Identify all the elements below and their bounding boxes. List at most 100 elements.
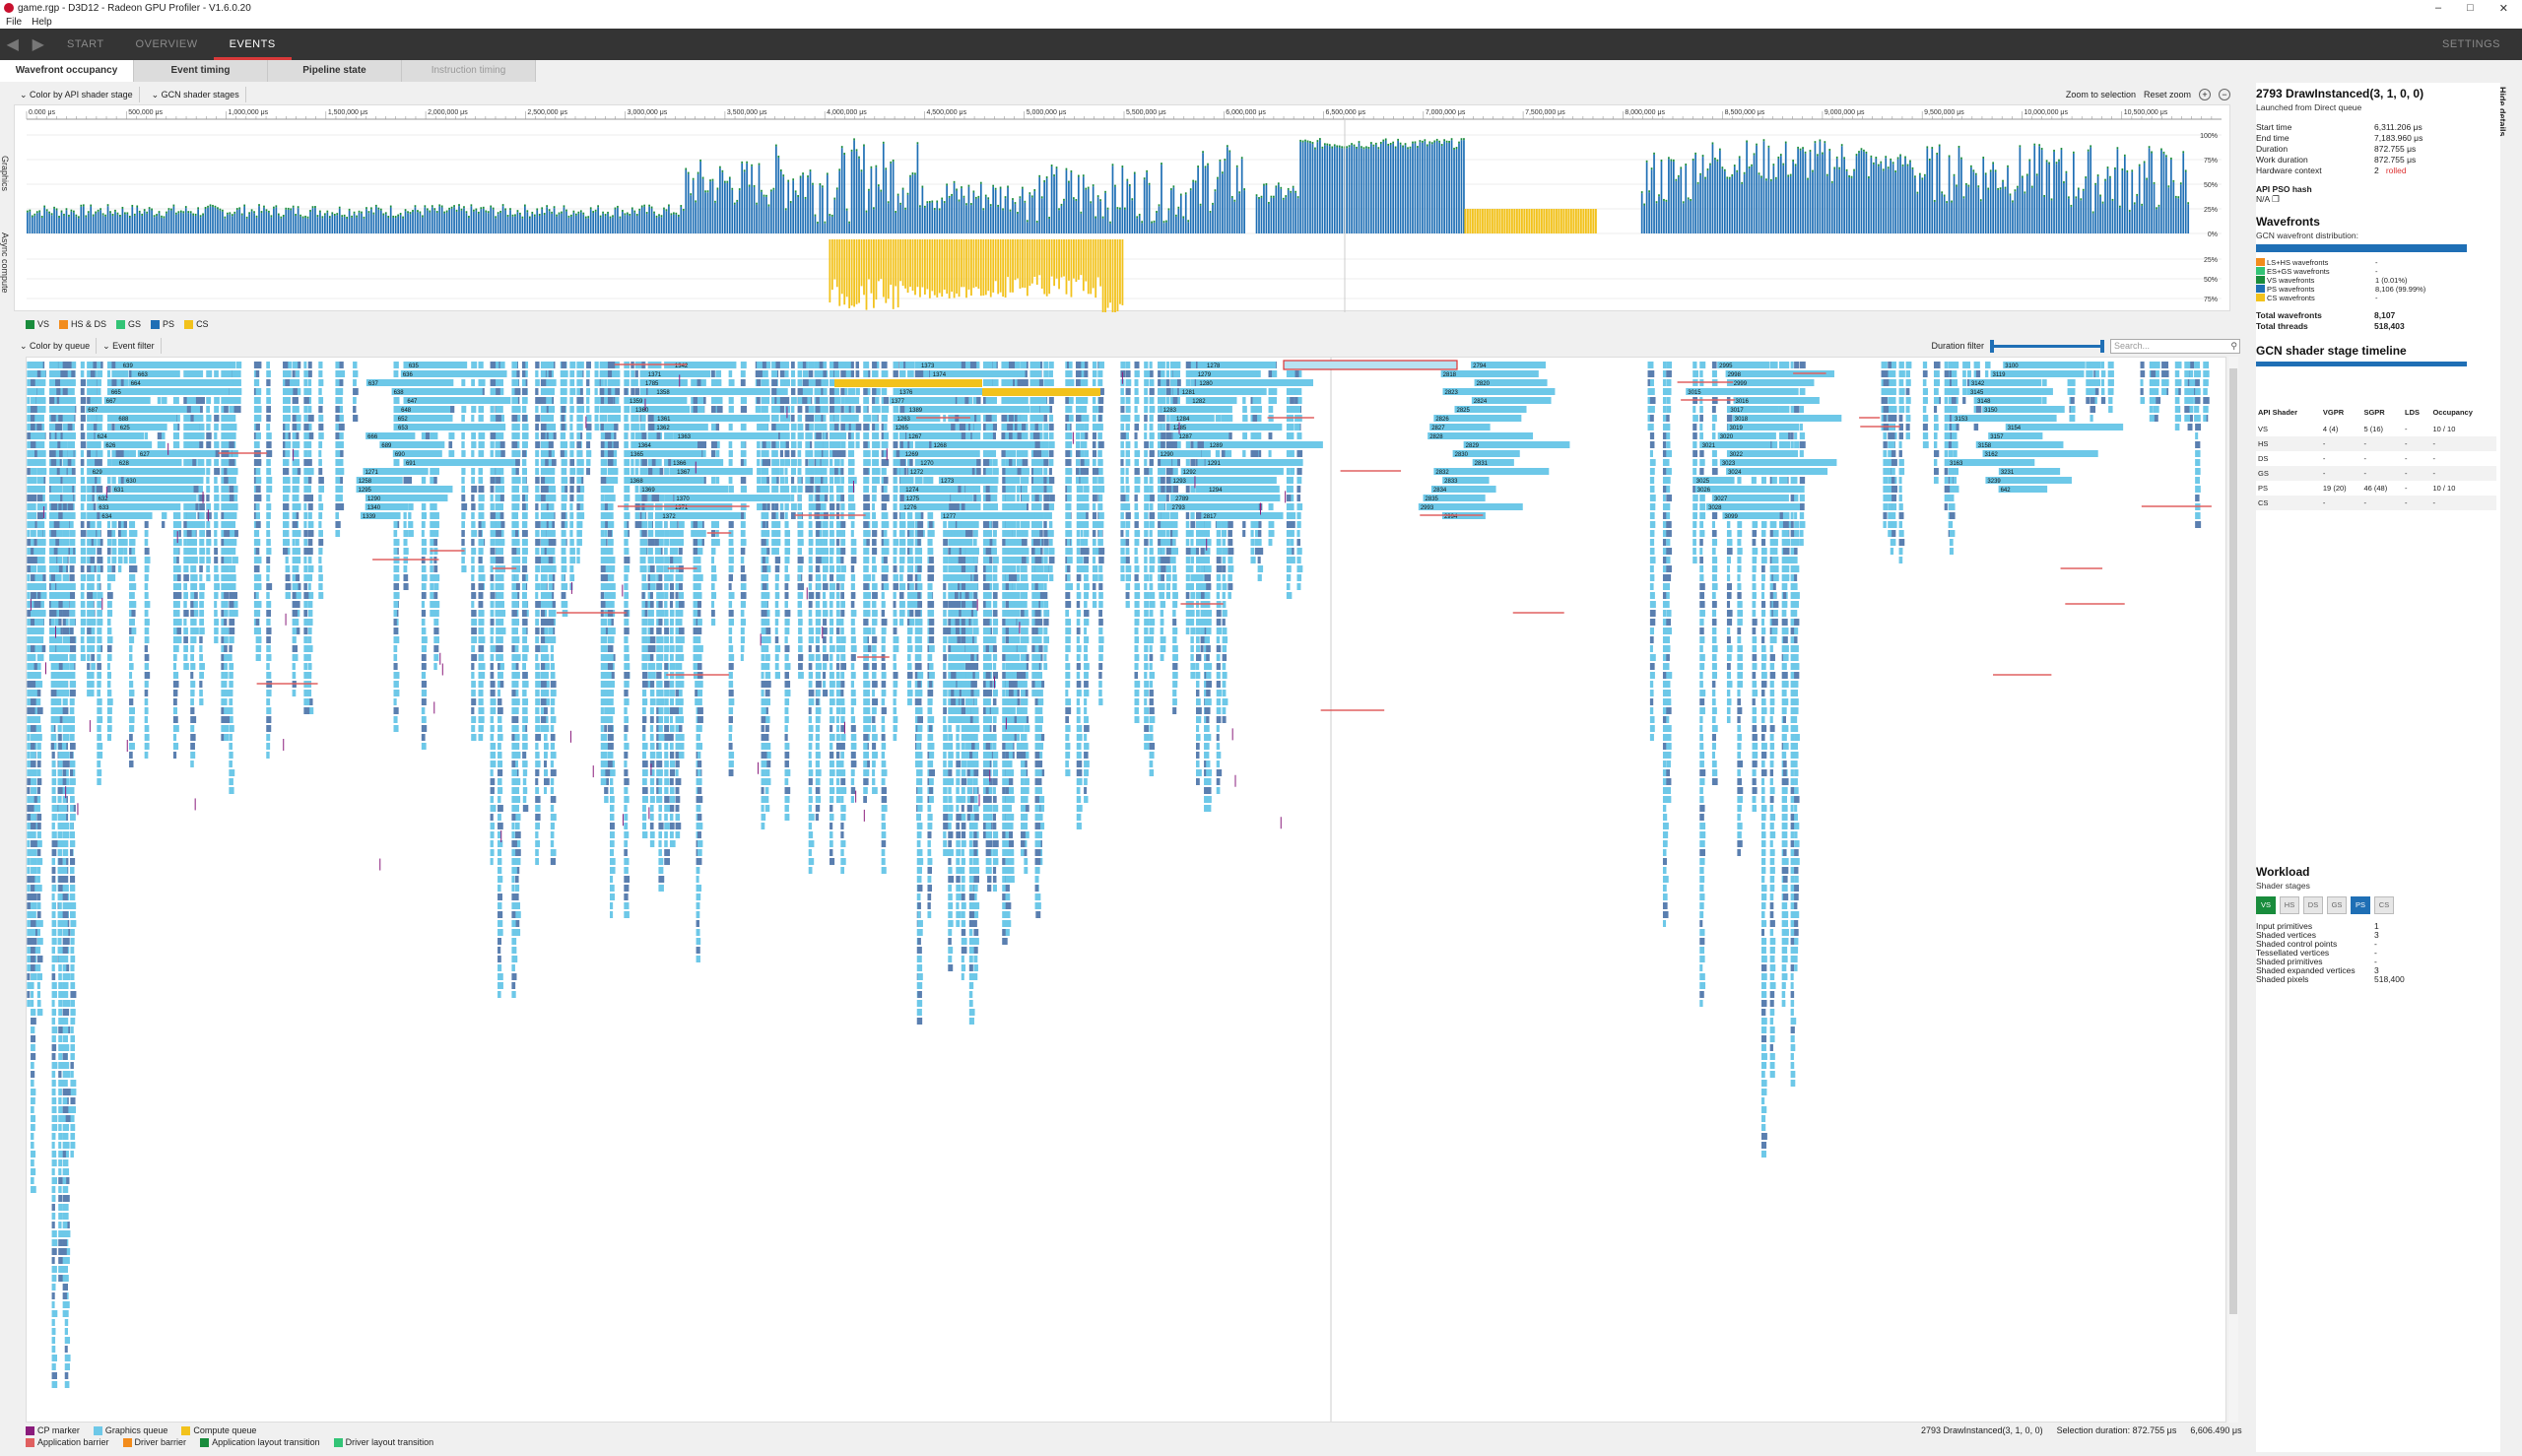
zoom-out-icon[interactable]: −	[2219, 89, 2230, 100]
ps-occupancy-bar	[2162, 153, 2165, 233]
event-block	[58, 1035, 63, 1042]
menu-help[interactable]: Help	[32, 17, 52, 28]
ps-occupancy-bar	[1972, 171, 1975, 233]
event-block	[62, 973, 67, 980]
event-block	[157, 441, 163, 448]
color-by-dropdown[interactable]: ⌄ Color by API shader stage	[14, 87, 140, 102]
event-block	[27, 548, 32, 555]
nav-start[interactable]: START	[67, 38, 104, 50]
zoom-in-icon[interactable]: +	[2199, 89, 2211, 100]
tab-event-timing[interactable]: Event timing	[134, 60, 268, 82]
event-block	[131, 530, 138, 537]
event-block	[36, 893, 41, 900]
close-button[interactable]: ✕	[2498, 2, 2508, 15]
event-block	[31, 778, 35, 785]
vs-occupancy-bar	[2091, 211, 2094, 214]
minimize-button[interactable]: –	[2435, 1, 2442, 14]
event-block	[54, 583, 61, 590]
event-block	[206, 441, 212, 448]
event-block	[90, 459, 96, 466]
ps-occupancy-bar	[367, 213, 370, 233]
event-timeline[interactable]: 639 663 664 665 667 687 688 625 624 626 627 628 629 6…	[26, 357, 2226, 1423]
event-block	[87, 388, 92, 395]
event-block	[51, 876, 56, 883]
ps-occupancy-bar	[1070, 171, 1073, 233]
event-search-input[interactable]: Search... ⚲	[2110, 338, 2240, 354]
ps-occupancy-bar	[1677, 176, 1680, 233]
vs-occupancy-bar	[1143, 177, 1146, 180]
ps-occupancy-bar	[2022, 177, 2024, 233]
vs-occupancy-bar	[38, 210, 41, 213]
duration-filter-slider[interactable]	[1990, 339, 2104, 353]
event-filter-dropdown[interactable]: ⌄ Event filter	[97, 338, 162, 354]
async-cs-bar	[882, 239, 885, 298]
tab-instruction-timing[interactable]: Instruction timing	[402, 60, 536, 82]
event-block	[183, 548, 188, 555]
event-block	[36, 441, 43, 448]
event-block	[318, 583, 323, 590]
event-block	[51, 920, 57, 927]
event-block	[36, 823, 41, 829]
event-block	[62, 823, 69, 829]
event-block	[224, 459, 230, 466]
maximize-button[interactable]: □	[2467, 1, 2474, 14]
vs-occupancy-bar	[226, 212, 229, 215]
event-block	[106, 548, 111, 555]
shader-stages-dropdown[interactable]: ⌄ GCN shader stages	[146, 87, 246, 102]
event-block	[175, 521, 182, 528]
event-block	[214, 619, 219, 626]
event-block	[80, 450, 85, 457]
ps-occupancy-bar	[1033, 191, 1036, 233]
wavefront-occupancy-chart[interactable]: 0.000 μs 500,000 μs 1,000,000 μs 1,500,000 …	[14, 104, 2230, 323]
vs-occupancy-bar	[1124, 207, 1126, 210]
ps-occupancy-bar	[1904, 158, 1906, 233]
event-block	[195, 370, 200, 377]
cs-occupancy-bar	[1530, 209, 1533, 233]
event-block	[64, 885, 69, 892]
ps-occupancy-bar	[860, 171, 863, 233]
event-block	[31, 1018, 36, 1025]
reset-zoom-button[interactable]: Reset zoom	[2143, 90, 2191, 99]
ps-occupancy-bar	[431, 207, 433, 233]
zoom-to-selection-button[interactable]: Zoom to selection	[2065, 90, 2136, 99]
event-block	[144, 565, 150, 572]
event-block	[31, 432, 34, 439]
ps-occupancy-bar	[1704, 178, 1706, 233]
vs-occupancy-bar	[2096, 174, 2099, 177]
nav-settings[interactable]: SETTINGS	[2441, 38, 2500, 50]
event-block	[172, 690, 178, 696]
event-block	[36, 761, 41, 767]
event-block	[64, 787, 70, 794]
menu-file[interactable]: File	[6, 17, 23, 28]
queue-color-dropdown[interactable]: ⌄ Color by queue	[14, 338, 98, 354]
vs-occupancy-bar	[1328, 144, 1331, 147]
ps-occupancy-bar	[829, 216, 831, 233]
ps-occupancy-bar	[638, 210, 641, 233]
event-block	[27, 672, 33, 679]
event-block	[199, 681, 203, 688]
event-block	[50, 424, 56, 430]
ps-occupancy-bar	[414, 207, 417, 233]
back-arrow-icon[interactable]: ◀	[6, 36, 20, 53]
tab-wavefront-occupancy[interactable]: Wavefront occupancy	[0, 60, 134, 82]
vs-occupancy-bar	[714, 200, 716, 203]
vs-occupancy-bar	[612, 215, 614, 218]
ps-occupancy-bar	[763, 196, 765, 233]
ruler-label: 3,500,000 μs	[727, 109, 767, 116]
nav-overview[interactable]: OVERVIEW	[135, 38, 198, 50]
ps-occupancy-bar	[141, 215, 144, 233]
ps-occupancy-bar	[2138, 165, 2141, 233]
forward-arrow-icon[interactable]: ▶	[32, 36, 45, 53]
event-block	[80, 477, 85, 484]
vs-occupancy-bar	[394, 216, 397, 219]
tab-pipeline-state[interactable]: Pipeline state	[268, 60, 402, 82]
event-block	[70, 512, 76, 519]
vs-occupancy-bar	[1668, 157, 1670, 160]
event-block	[97, 459, 100, 466]
vs-occupancy-bar	[1448, 140, 1450, 143]
ps-occupancy-bar	[1287, 189, 1290, 233]
nav-events[interactable]: EVENTS	[213, 29, 292, 60]
event-block	[58, 911, 62, 918]
ps-occupancy-bar	[109, 213, 111, 233]
event-block	[172, 592, 177, 599]
